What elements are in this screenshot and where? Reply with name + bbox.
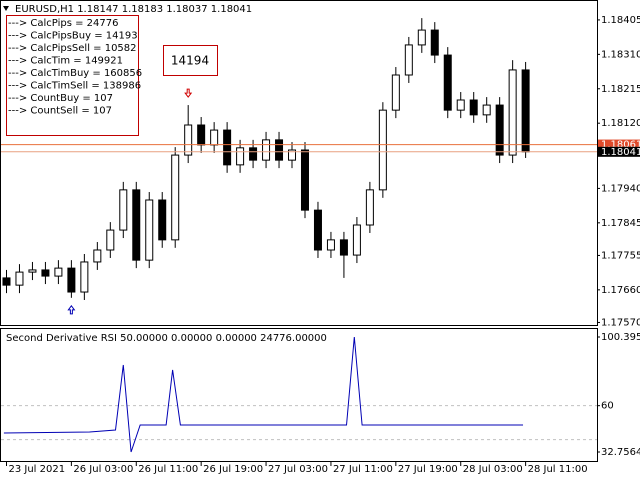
ask-label-bg xyxy=(598,139,640,150)
y-tick-label: 100.39502 xyxy=(601,332,640,343)
candle-body xyxy=(495,104,504,156)
candle-body xyxy=(391,74,400,111)
counter-value: 14194 xyxy=(171,54,209,68)
candle-body xyxy=(365,189,374,226)
candle-body xyxy=(404,44,413,76)
sell-arrow xyxy=(184,88,193,98)
candle-body xyxy=(339,239,348,256)
candle-body xyxy=(210,129,219,146)
candle-body xyxy=(288,149,297,161)
candle-body xyxy=(106,229,115,251)
candle-body xyxy=(417,29,426,46)
candle-body xyxy=(223,129,232,166)
candle-body xyxy=(15,271,24,286)
candle-body xyxy=(378,109,387,191)
candle-body xyxy=(28,269,37,273)
indicator-line xyxy=(3,336,524,453)
info-line: ---> CalcTim = 149921 xyxy=(8,56,123,67)
main-frame xyxy=(0,0,598,326)
candle-body xyxy=(443,54,452,111)
y-tick-label: 32.75641 xyxy=(601,447,640,458)
y-tick-label: 1.17940 xyxy=(601,183,640,194)
candle-body xyxy=(469,99,478,116)
x-tick-label: 26 Jul 11:00 xyxy=(138,464,198,475)
x-tick-label: 28 Jul 03:00 xyxy=(463,464,523,475)
buy-arrow xyxy=(67,304,76,315)
candle-body xyxy=(67,267,76,293)
info-line: ---> CountSell = 107 xyxy=(8,106,112,117)
candle-body xyxy=(236,147,245,166)
candle-body xyxy=(521,69,530,153)
ask-label: 1.18061 xyxy=(601,140,640,151)
y-tick-label: 1.17845 xyxy=(601,218,640,229)
candle-body xyxy=(313,209,322,251)
y-tick-label: 1.17755 xyxy=(601,250,640,261)
candle-body xyxy=(132,189,141,261)
info-line: ---> CalcTimBuy = 160856 xyxy=(8,68,142,79)
info-line: ---> CalcPips = 24776 xyxy=(8,18,118,29)
info-panel xyxy=(6,15,139,136)
bid-label: 1.18041 xyxy=(601,147,640,158)
candle-body xyxy=(41,269,50,277)
counter-box xyxy=(163,45,218,76)
y-tick-label: 1.18215 xyxy=(601,84,640,95)
candle-body xyxy=(119,189,128,231)
candle-body xyxy=(456,99,465,111)
candle-body xyxy=(171,154,180,241)
candle-body xyxy=(93,249,102,263)
candle-body xyxy=(197,124,206,146)
y-tick-label: 60 xyxy=(601,401,614,412)
info-line: ---> CalcPipsSell = 10582 xyxy=(8,43,137,54)
candle-body xyxy=(158,199,167,241)
indicator-header: Second Derivative RSI 50.00000 0.00000 0… xyxy=(6,333,327,344)
y-tick-label: 1.18405 xyxy=(601,15,640,26)
info-line: ---> CountBuy = 107 xyxy=(8,93,113,104)
x-tick-label: 27 Jul 19:00 xyxy=(398,464,458,475)
indicator-frame xyxy=(0,328,598,462)
y-tick-label: 1.17660 xyxy=(601,285,640,296)
candle-body xyxy=(2,277,11,286)
candle-body xyxy=(184,124,193,156)
y-tick-label: 1.17570 xyxy=(601,317,640,328)
candle-body xyxy=(80,261,89,293)
info-line: ---> CalcPipsBuy = 14193 xyxy=(8,31,138,42)
x-tick-label: 26 Jul 19:00 xyxy=(203,464,263,475)
candle-body xyxy=(430,29,439,56)
candle-body xyxy=(482,104,491,116)
candle-body xyxy=(262,139,271,161)
x-tick-label: 27 Jul 11:00 xyxy=(333,464,393,475)
y-tick-label: 1.18310 xyxy=(601,49,640,60)
chart-header: EURUSD,H1 1.18147 1.18183 1.18037 1.1804… xyxy=(15,4,252,15)
x-tick-label: 26 Jul 03:00 xyxy=(73,464,133,475)
x-tick-label: 27 Jul 03:00 xyxy=(268,464,328,475)
info-line: ---> CalcTimSell = 138986 xyxy=(8,81,141,92)
candle-body xyxy=(300,149,309,211)
x-tick-label: 28 Jul 11:00 xyxy=(528,464,588,475)
candle-body xyxy=(275,139,284,161)
bid-label-bg xyxy=(598,146,640,157)
candle-body xyxy=(326,239,335,251)
candle-body xyxy=(508,69,517,156)
candle-body xyxy=(352,224,361,256)
candle-body xyxy=(249,147,258,161)
y-tick-label: 1.18120 xyxy=(601,118,640,129)
collapse-triangle xyxy=(3,6,9,11)
candle-body xyxy=(54,267,63,277)
candle-body xyxy=(145,199,154,261)
x-tick-label: 23 Jul 2021 xyxy=(8,464,65,475)
